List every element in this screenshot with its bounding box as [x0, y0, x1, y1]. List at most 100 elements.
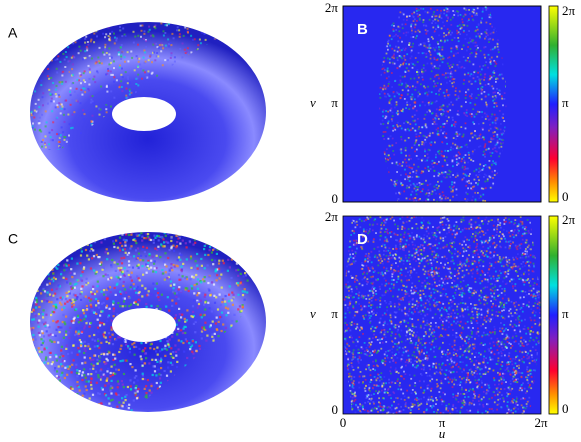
noise-dot: [252, 241, 255, 244]
noise-dot: [214, 21, 216, 24]
noise-dot: [54, 334, 57, 337]
noise-dot: [29, 288, 31, 291]
noise-dot: [458, 114, 460, 116]
noise-dot: [169, 361, 172, 364]
noise-dot: [115, 37, 118, 40]
noise-dot: [147, 30, 150, 33]
noise-dot: [46, 243, 49, 246]
noise-dot: [260, 35, 262, 37]
noise-dot: [175, 292, 178, 295]
noise-dot: [85, 382, 88, 385]
noise-dot: [60, 428, 62, 430]
noise-dot: [112, 372, 115, 375]
noise-dot: [111, 343, 115, 346]
noise-dot: [55, 355, 58, 358]
noise-dot: [493, 174, 496, 176]
noise-dot: [162, 118, 165, 121]
noise-dot: [263, 369, 266, 372]
noise-dot: [220, 273, 223, 276]
noise-dot: [51, 268, 54, 271]
noise-dot: [225, 418, 227, 420]
noise-dot: [421, 141, 424, 143]
noise-dot: [95, 297, 98, 301]
noise-dot: [29, 270, 31, 273]
noise-dot: [52, 262, 55, 265]
noise-dot: [90, 244, 93, 247]
noise-dot: [119, 416, 121, 418]
noise-dot: [117, 325, 121, 328]
noise-dot: [422, 24, 425, 27]
noise-dot: [248, 429, 250, 431]
noise-dot: [267, 79, 269, 81]
noise-dot: [85, 304, 88, 308]
noise-dot: [184, 338, 187, 341]
noise-dot: [98, 403, 101, 406]
noise-dot: [242, 253, 245, 256]
noise-dot: [176, 26, 179, 29]
noise-dot: [413, 18, 416, 21]
noise-dot: [118, 327, 121, 330]
noise-dot: [145, 394, 148, 397]
noise-dot: [133, 259, 136, 262]
noise-dot: [209, 28, 212, 31]
noise-dot: [409, 172, 411, 174]
noise-dot: [141, 350, 144, 353]
noise-dot: [148, 25, 151, 28]
noise-dot: [486, 166, 488, 169]
noise-dot: [79, 319, 82, 322]
noise-dot: [241, 305, 244, 308]
noise-dot: [60, 271, 63, 274]
noise-dot: [51, 396, 54, 399]
noise-dot: [475, 53, 478, 55]
noise-dot: [171, 335, 174, 338]
noise-dot: [493, 113, 496, 116]
noise-dot: [205, 23, 208, 26]
noise-dot: [61, 366, 65, 369]
noise-dot: [79, 75, 82, 78]
noise-dot: [230, 258, 233, 261]
noise-dot: [116, 405, 119, 408]
noise-dot: [476, 44, 478, 47]
noise-dot: [108, 402, 111, 405]
noise-dot: [243, 288, 246, 291]
noise-dot: [442, 175, 445, 178]
noise-dot: [84, 421, 86, 423]
noise-dot: [45, 379, 48, 382]
noise-dot: [262, 278, 266, 281]
noise-dot: [137, 255, 140, 258]
noise-dot: [65, 347, 68, 350]
noise-dot: [93, 75, 96, 78]
noise-dot: [87, 281, 90, 285]
noise-dot: [396, 56, 399, 59]
noise-dot: [144, 51, 147, 54]
noise-dot: [43, 23, 46, 26]
noise-dot: [227, 424, 229, 426]
noise-dot: [236, 42, 239, 45]
noise-dot: [275, 236, 277, 238]
noise-dot: [88, 235, 92, 238]
noise-dot: [271, 257, 273, 259]
noise-dot: [117, 302, 120, 305]
noise-dot: [142, 120, 145, 123]
noise-dot: [61, 80, 64, 83]
noise-dot: [103, 293, 106, 296]
noise-dot: [125, 291, 128, 294]
noise-dot: [65, 417, 67, 419]
noise-dot: [135, 345, 138, 348]
noise-dot: [259, 48, 261, 50]
noise-dot: [58, 81, 61, 84]
noise-dot: [33, 424, 35, 426]
noise-dot: [252, 22, 254, 24]
noise-dot: [108, 307, 111, 310]
noise-dot: [116, 282, 119, 285]
noise-dot: [195, 233, 198, 236]
noise-dot: [62, 236, 65, 239]
noise-dot: [42, 309, 45, 312]
noise-dot: [225, 320, 229, 323]
noise-dot: [261, 34, 263, 36]
noise-dot: [472, 19, 475, 22]
noise-dot: [83, 356, 86, 359]
noise-dot: [387, 159, 390, 161]
noise-dot: [479, 133, 482, 136]
noise-dot: [42, 422, 44, 424]
